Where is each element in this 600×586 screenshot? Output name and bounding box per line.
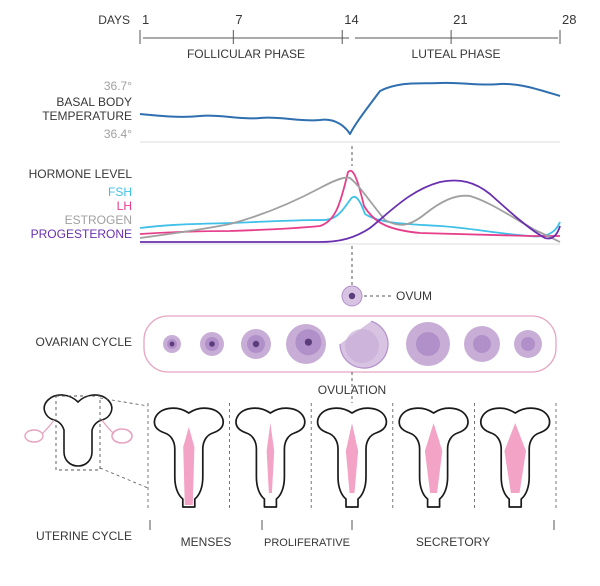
temperature-panel: 36.7° 36.4° BASAL BODY TEMPERATURE — [42, 79, 560, 142]
svg-text:PROLIFERATIVE: PROLIFERATIVE — [264, 537, 350, 549]
svg-text:36.7°: 36.7° — [104, 79, 132, 93]
svg-text:BASAL BODY: BASAL BODY — [56, 95, 132, 109]
svg-text:21: 21 — [453, 12, 467, 27]
menstrual-cycle-diagram: DAYS 1 7 14 21 28 FOLLICULAR PHASE LUTEAL PH… — [0, 0, 600, 586]
days-label: DAYS — [98, 13, 130, 27]
svg-text:ESTROGEN: ESTROGEN — [65, 213, 132, 227]
svg-text:36.4°: 36.4° — [104, 127, 132, 141]
hormone-lh — [140, 171, 560, 236]
svg-text:1: 1 — [142, 12, 149, 27]
temperature-line — [140, 83, 560, 134]
ovarian-panel: OVARIAN CYCLE OVULATION — [36, 316, 556, 397]
svg-text:MENSES: MENSES — [181, 535, 232, 549]
days-axis: DAYS 1 7 14 21 28 FOLLICULAR PHASE LUTEAL PH… — [98, 12, 576, 61]
svg-text:FSH: FSH — [108, 185, 132, 199]
svg-text:SECRETORY: SECRETORY — [416, 535, 490, 549]
hormone-panel: HORMONE LEVEL FSHLHESTROGENPROGESTERONE — [29, 167, 560, 244]
uterine-panel — [148, 403, 556, 511]
uterine-phase-axis: MENSES PROLIFERATIVE SECRETORY — [150, 520, 554, 549]
svg-text:28: 28 — [562, 12, 576, 27]
phase-luteal: LUTEAL PHASE — [412, 47, 501, 61]
svg-text:14: 14 — [344, 12, 358, 27]
svg-text:PROGESTERONE: PROGESTERONE — [31, 227, 132, 241]
svg-text:OVARIAN CYCLE: OVARIAN CYCLE — [36, 335, 132, 349]
uterine-title: UTERINE CYCLE — [36, 529, 132, 543]
svg-text:LH: LH — [117, 199, 132, 213]
svg-text:7: 7 — [235, 12, 242, 27]
phase-follicular: FOLLICULAR PHASE — [187, 47, 305, 61]
ovum-label: OVUM — [396, 289, 432, 303]
svg-text:TEMPERATURE: TEMPERATURE — [42, 109, 132, 123]
svg-text:HORMONE LEVEL: HORMONE LEVEL — [29, 167, 133, 181]
ovum-marker — [342, 286, 362, 306]
uterus-overview — [25, 395, 148, 488]
